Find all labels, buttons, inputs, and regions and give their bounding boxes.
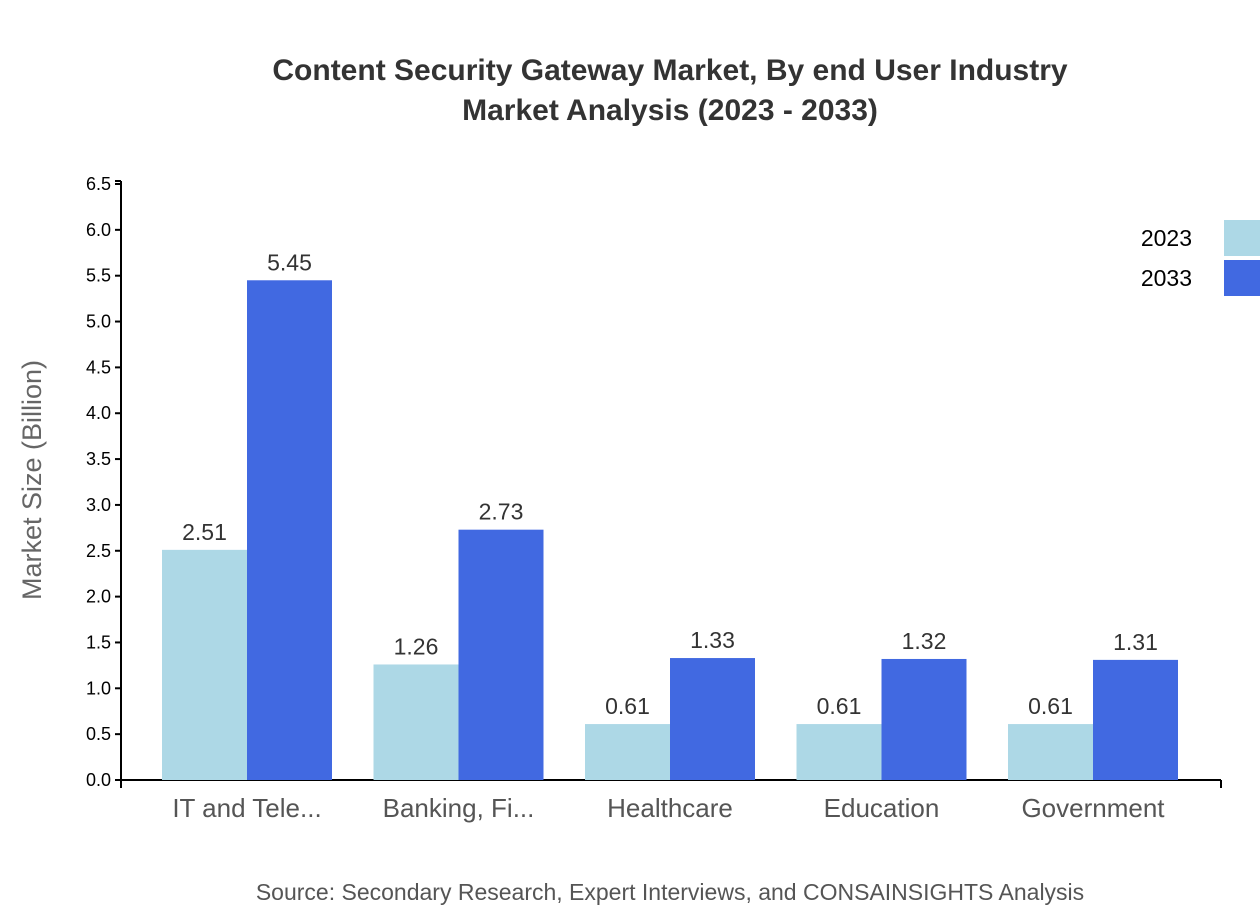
y-tick-label: 0.0: [86, 770, 111, 790]
legend-swatch: [1224, 260, 1260, 296]
legend: 2023 2033: [1141, 220, 1260, 296]
bar-2023: [1008, 724, 1093, 780]
y-tick-label: 0.5: [86, 724, 111, 744]
bar-2033: [247, 280, 332, 780]
y-tick-label: 5.0: [86, 312, 111, 332]
y-tick-label: 3.0: [86, 495, 111, 515]
y-tick-label: 4.0: [86, 403, 111, 423]
data-label: 1.32: [902, 628, 947, 654]
y-tick-label: 6.5: [86, 174, 111, 194]
legend-label: 2023: [1141, 225, 1192, 251]
data-label: 1.31: [1113, 629, 1158, 655]
plot-area: 0.0 0.5 1.0 1.5 2.0 2.5 3.0 3.5 4.0 4.5 5.0 5.5 6.0 6…: [86, 174, 1222, 823]
y-tick-label: 4.5: [86, 357, 111, 377]
bar-2033: [881, 658, 967, 780]
y-tick-label: 3.5: [86, 449, 111, 469]
y-tick-label: 1.0: [86, 678, 111, 698]
data-label: 2.51: [182, 519, 227, 545]
y-tick-label: 2.0: [86, 587, 111, 607]
data-label: 1.33: [690, 627, 735, 653]
bar-2033: [670, 658, 755, 780]
y-tick-label: 1.5: [86, 632, 111, 652]
data-label: 0.61: [605, 693, 650, 719]
data-label: 1.26: [394, 633, 439, 659]
chart-title: Content Security Gateway Market, By end …: [272, 54, 1068, 87]
bar-2033: [1093, 659, 1178, 780]
bar-2023: [796, 724, 882, 780]
y-tick-label: 5.5: [86, 266, 111, 286]
x-tick-label: Government: [1021, 793, 1165, 823]
x-tick-label: IT and Tele...: [172, 793, 321, 823]
x-tick-label: Banking, Fi...: [383, 793, 535, 823]
data-label: 0.61: [817, 693, 862, 719]
bar-2023: [373, 664, 459, 780]
bar-2023: [162, 549, 247, 780]
data-label: 5.45: [267, 249, 312, 275]
y-tick-label: 2.5: [86, 541, 111, 561]
y-tick-label: 6.0: [86, 220, 111, 240]
legend-label: 2033: [1141, 265, 1192, 291]
source-note: Source: Secondary Research, Expert Inter…: [256, 879, 1084, 905]
y-axis-label: Market Size (Billion): [17, 360, 47, 600]
legend-swatch: [1224, 220, 1260, 256]
data-label: 2.73: [479, 499, 524, 525]
bar-2033: [458, 529, 544, 780]
x-tick-label: Education: [824, 793, 940, 823]
bar-2023: [585, 724, 670, 780]
data-label: 0.61: [1028, 693, 1073, 719]
x-tick-label: Healthcare: [607, 793, 733, 823]
chart-subtitle: Market Analysis (2023 - 2033): [462, 94, 878, 127]
